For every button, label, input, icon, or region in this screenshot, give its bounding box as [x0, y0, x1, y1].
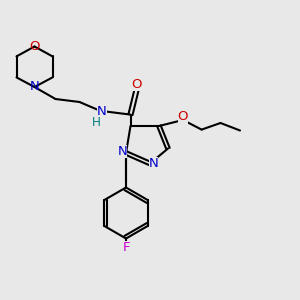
- Text: H: H: [92, 116, 101, 130]
- Text: N: N: [118, 145, 127, 158]
- Text: N: N: [97, 105, 107, 118]
- Text: O: O: [131, 78, 142, 91]
- Text: F: F: [122, 241, 130, 254]
- Text: N: N: [30, 80, 39, 94]
- Text: O: O: [29, 40, 40, 53]
- Text: N: N: [149, 157, 158, 170]
- Text: O: O: [178, 110, 188, 124]
